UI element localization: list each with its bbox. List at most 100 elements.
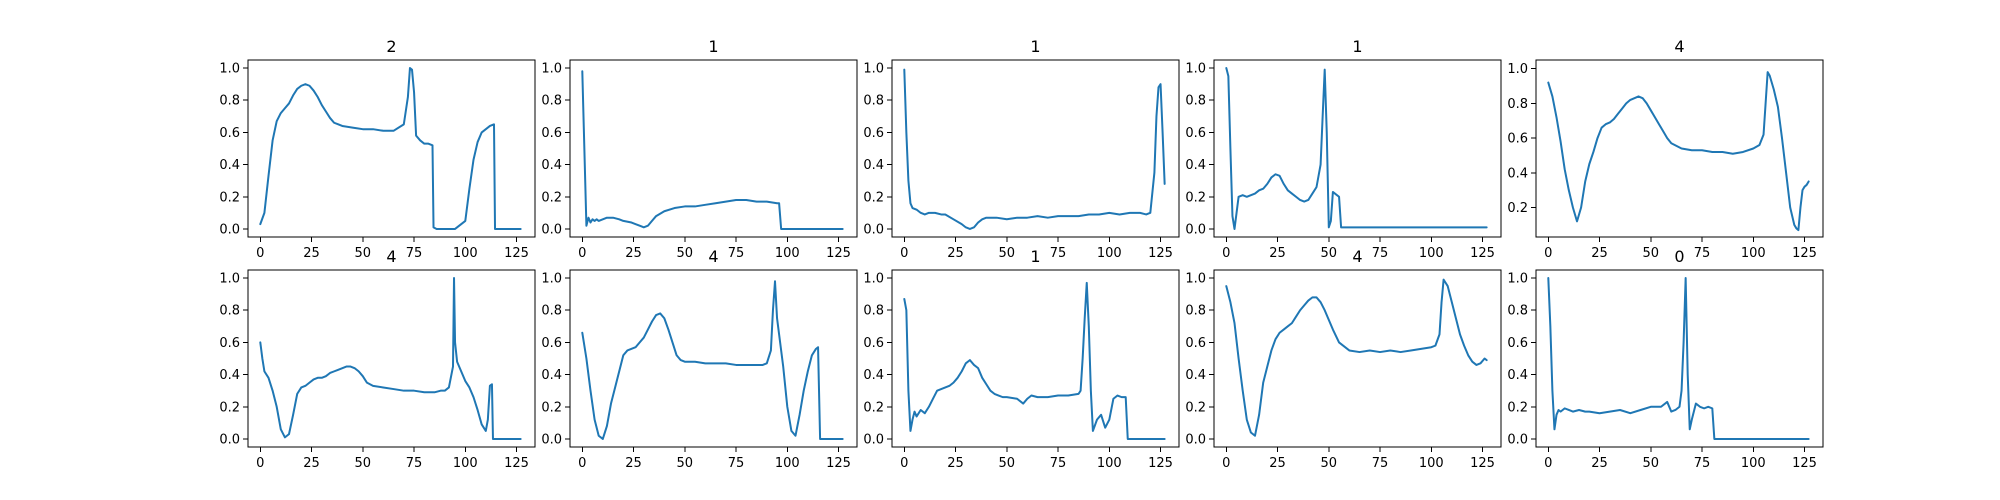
series-line [903, 281, 1166, 440]
y-tick-label: 0.8 [1507, 304, 1528, 319]
x-tick-label: 50 [999, 246, 1016, 261]
series-line [581, 70, 844, 230]
x-tick-label: 0 [900, 246, 908, 261]
y-tick-label: 0.2 [1185, 400, 1206, 415]
subplot-title: 1 [708, 37, 718, 56]
x-tick-label: 50 [677, 456, 694, 471]
axes-frame [1535, 59, 1824, 238]
y-tick-label: 0.0 [219, 222, 240, 237]
y-tick-label: 0.4 [541, 368, 562, 383]
x-tick-label: 125 [1470, 456, 1495, 471]
y-tick-label: 0.4 [1185, 158, 1206, 173]
y-tick-label: 1.0 [1507, 272, 1528, 287]
subplot-2: 1 0 25 50 75 100 125 0.0 0.2 0.4 0.6 0.8 1.0 [541, 37, 858, 261]
x-tick-label: 100 [1419, 456, 1444, 471]
y-tick-label: 0.0 [1185, 222, 1206, 237]
x-tick-label: 25 [1269, 246, 1286, 261]
x-tick-label: 0 [256, 246, 264, 261]
x-tick-label: 125 [1792, 456, 1817, 471]
y-tick-label: 0.8 [219, 94, 240, 109]
x-tick-label: 0 [578, 246, 586, 261]
x-tick-label: 25 [1591, 456, 1608, 471]
x-tick-label: 50 [1321, 456, 1338, 471]
x-tick-label: 50 [1643, 456, 1660, 471]
series-line [1547, 277, 1810, 440]
x-tick-label: 100 [453, 246, 478, 261]
series-line [259, 67, 522, 230]
x-tick-label: 100 [775, 456, 800, 471]
y-tick-label: 0.2 [1185, 190, 1206, 205]
subplot-title: 4 [386, 247, 396, 266]
y-tick-label: 0.4 [541, 158, 562, 173]
y-tick-label: 0.6 [219, 336, 240, 351]
x-tick-label: 75 [1050, 246, 1067, 261]
y-tick-label: 1.0 [1507, 62, 1528, 77]
x-tick-label: 75 [728, 456, 745, 471]
x-tick-label: 100 [1741, 246, 1766, 261]
y-tick-label: 1.0 [219, 62, 240, 77]
y-tick-label: 0.6 [1507, 132, 1528, 147]
x-tick-label: 0 [578, 456, 586, 471]
x-tick-label: 75 [1694, 246, 1711, 261]
y-tick-label: 0.6 [541, 126, 562, 141]
x-tick-label: 50 [355, 456, 372, 471]
subplot-3: 1 0 25 50 75 100 125 0.0 0.2 0.4 0.6 0.8 1.0 [863, 37, 1180, 261]
x-tick-label: 0 [1222, 456, 1230, 471]
subplot-4: 1 0 25 50 75 100 125 0.0 0.2 0.4 0.6 0.8 1.0 [1185, 37, 1502, 261]
y-tick-label: 1.0 [219, 272, 240, 287]
x-tick-label: 75 [406, 246, 423, 261]
y-tick-label: 0.8 [1185, 94, 1206, 109]
y-tick-label: 0.6 [1185, 126, 1206, 141]
y-tick-label: 0.4 [1507, 166, 1528, 181]
y-tick-label: 0.4 [1507, 368, 1528, 383]
y-tick-label: 0.6 [1185, 336, 1206, 351]
x-tick-label: 25 [947, 456, 964, 471]
subplot-6: 4 0 25 50 75 100 125 0.0 0.2 0.4 0.6 0.8 1.0 [219, 247, 536, 471]
y-tick-label: 0.8 [863, 304, 884, 319]
y-tick-label: 0.8 [219, 304, 240, 319]
x-tick-label: 125 [1470, 246, 1495, 261]
y-tick-label: 0.8 [541, 94, 562, 109]
y-tick-label: 0.2 [863, 400, 884, 415]
x-tick-label: 100 [1419, 246, 1444, 261]
x-tick-label: 25 [947, 246, 964, 261]
x-tick-label: 75 [1694, 456, 1711, 471]
x-tick-label: 125 [504, 246, 529, 261]
y-tick-label: 1.0 [1185, 62, 1206, 77]
y-tick-label: 0.2 [541, 400, 562, 415]
y-tick-label: 1.0 [863, 62, 884, 77]
subplot-8: 1 0 25 50 75 100 125 0.0 0.2 0.4 0.6 0.8 1.0 [863, 247, 1180, 471]
x-tick-label: 100 [1097, 246, 1122, 261]
y-tick-label: 0.2 [219, 190, 240, 205]
y-tick-label: 0.8 [863, 94, 884, 109]
x-tick-label: 25 [1269, 456, 1286, 471]
y-tick-label: 1.0 [863, 272, 884, 287]
subplot-title: 4 [1674, 37, 1684, 56]
y-tick-label: 0.0 [1185, 432, 1206, 447]
x-tick-label: 25 [303, 246, 320, 261]
x-tick-label: 25 [1591, 246, 1608, 261]
subplot-1: 2 0 25 50 75 100 125 0.0 0.2 0.4 0.6 0.8 1.0 [219, 37, 536, 261]
y-tick-label: 0.8 [1185, 304, 1206, 319]
y-tick-label: 0.4 [1185, 368, 1206, 383]
axes-frame [569, 59, 858, 238]
subplot-title: 1 [1352, 37, 1362, 56]
x-tick-label: 75 [406, 456, 423, 471]
series-line [259, 277, 522, 440]
y-tick-label: 0.6 [863, 126, 884, 141]
x-tick-label: 50 [1643, 246, 1660, 261]
subplot-title: 0 [1674, 247, 1684, 266]
axes-frame [891, 269, 1180, 448]
x-tick-label: 0 [900, 456, 908, 471]
x-tick-label: 125 [504, 456, 529, 471]
y-tick-label: 0.6 [863, 336, 884, 351]
y-tick-label: 1.0 [541, 62, 562, 77]
axes-frame [891, 59, 1180, 238]
y-tick-label: 0.2 [863, 190, 884, 205]
x-tick-label: 75 [1372, 456, 1389, 471]
y-tick-label: 0.4 [863, 158, 884, 173]
x-tick-label: 125 [826, 246, 851, 261]
series-line [1225, 67, 1488, 230]
